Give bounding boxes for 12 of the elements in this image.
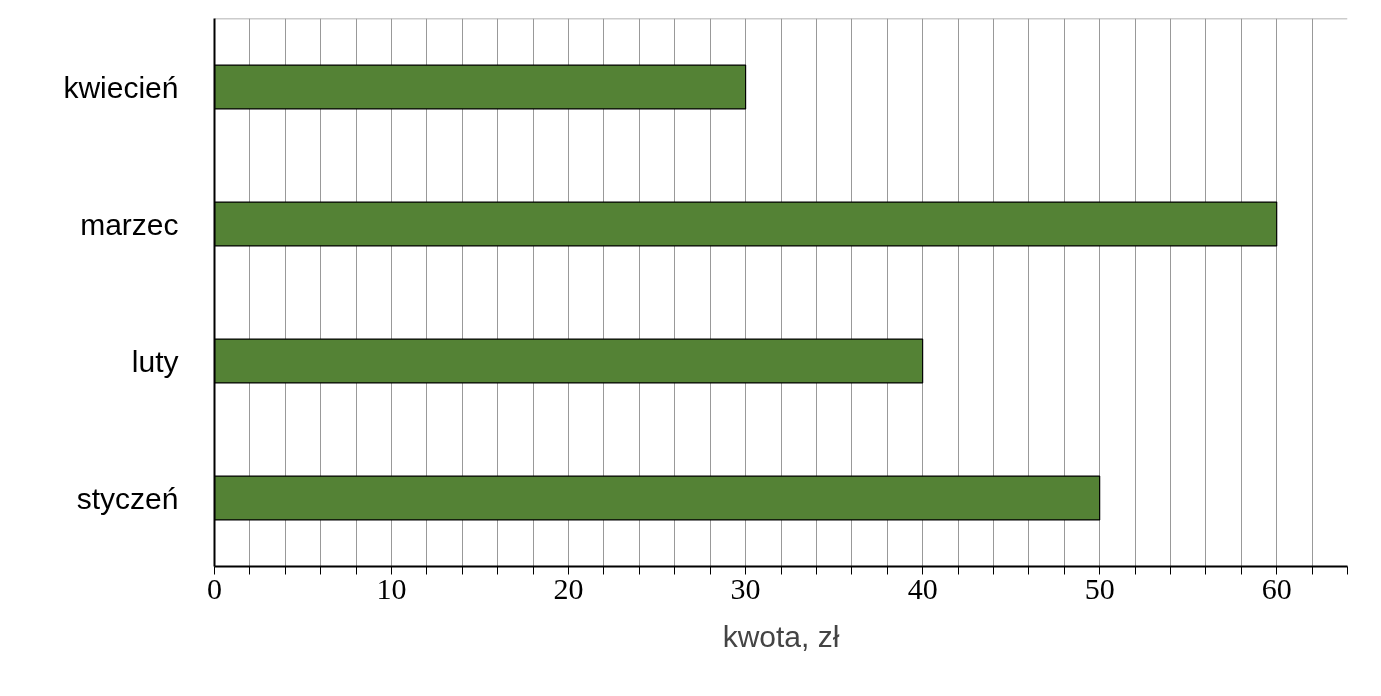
x-tick-label: 20	[553, 571, 584, 605]
y-tick-label: luty	[131, 344, 179, 378]
x-axis-title: kwota, zł	[722, 619, 840, 653]
y-tick-label: marzec	[80, 207, 179, 241]
x-tick-label: 40	[907, 571, 938, 605]
x-tick-label: 0	[207, 571, 222, 605]
y-tick-label: styczeń	[76, 481, 179, 515]
x-tick-label: 10	[376, 571, 407, 605]
y-tick-label: kwiecień	[63, 70, 179, 104]
x-tick-label: 30	[730, 571, 761, 605]
x-tick-label: 50	[1084, 571, 1115, 605]
x-tick-label: 60	[1261, 571, 1292, 605]
